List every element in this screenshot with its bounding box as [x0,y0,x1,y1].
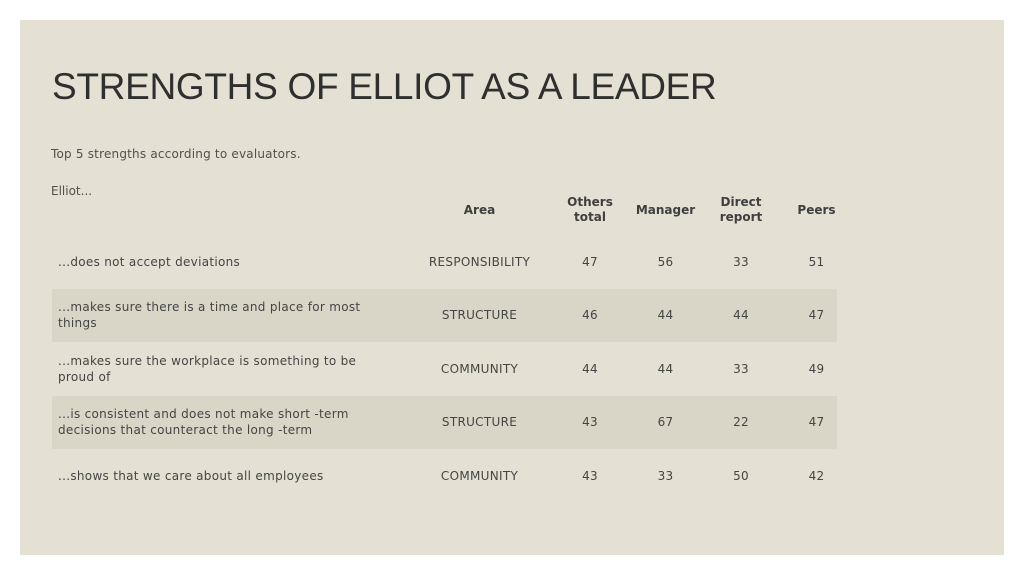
row-manager: 33 [657,468,674,483]
row-area: RESPONSIBILITY [428,254,531,269]
slide-title: STRENGTHS OF ELLIOT AS A LEADER [52,66,717,107]
row-others-total: 46 [582,308,598,323]
header-others-total: Others total [567,195,613,224]
row-peers: 47 [808,308,825,323]
row-direct-report: 44 [733,308,749,323]
row-area: COMMUNITY [440,468,519,483]
table-body: ...does not accept deviations RESPONSIBI… [52,235,837,503]
row-peers: 51 [808,254,825,269]
row-statement: ...shows that we care about all employee… [58,468,324,483]
row-direct-report: 22 [733,415,749,430]
row-others-total: 43 [582,415,598,430]
row-others-total: 43 [582,468,598,483]
row-manager: 44 [657,361,674,376]
row-area: COMMUNITY [440,361,519,376]
table-row: ...makes sure there is a time and place … [52,288,837,342]
header-direct-report: Direct report [719,195,763,224]
row-statement: ...makes sure the workplace is something… [58,353,357,384]
table-row: ...makes sure the workplace is something… [52,342,837,396]
row-peers: 42 [808,468,825,483]
header-peers: Peers [797,202,836,217]
table-row: ...does not accept deviations RESPONSIBI… [52,235,837,289]
row-manager: 56 [657,254,674,269]
header-manager: Manager [635,202,696,217]
row-statement: ...does not accept deviations [58,254,241,269]
slide-subtitle: Top 5 strengths according to evaluators. [51,147,301,161]
table-header: Area Others total Manager Direct report … [52,190,837,230]
slide: STRENGTHS OF ELLIOT AS A LEADER Top 5 st… [20,20,1004,555]
table-row: ...shows that we care about all employee… [52,449,837,503]
table-lead-label: Elliot... [51,184,93,198]
row-area: STRUCTURE [441,415,518,430]
row-area: STRUCTURE [441,308,518,323]
row-others-total: 47 [582,254,598,269]
row-manager: 44 [657,308,674,323]
row-peers: 49 [808,361,825,376]
row-peers: 47 [808,415,825,430]
row-statement: ...is consistent and does not make short… [58,407,349,438]
row-direct-report: 33 [733,254,749,269]
row-statement: ...makes sure there is a time and place … [58,300,361,331]
row-direct-report: 50 [733,468,749,483]
header-area: Area [463,202,496,217]
row-others-total: 44 [582,361,598,376]
row-direct-report: 33 [733,361,749,376]
row-manager: 67 [657,415,674,430]
table-row: ...is consistent and does not make short… [52,395,837,449]
